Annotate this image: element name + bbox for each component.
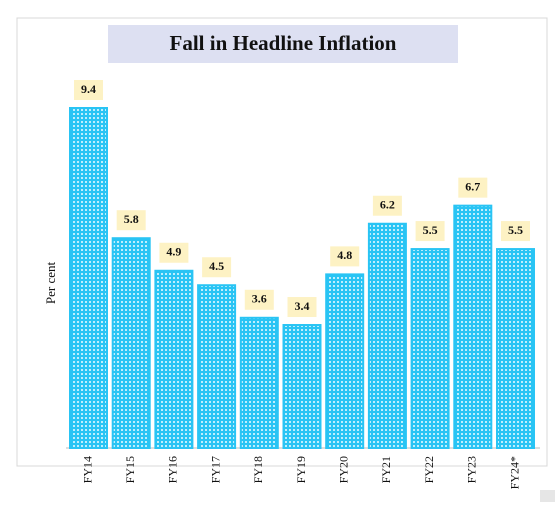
value-label: 9.4 — [81, 82, 96, 96]
value-label-box — [116, 210, 146, 231]
value-label-box — [501, 221, 530, 242]
x-tick-label: FY14 — [80, 456, 94, 483]
value-label: 4.8 — [337, 248, 352, 262]
bar — [410, 248, 450, 449]
bar — [453, 204, 493, 449]
bar — [496, 248, 535, 449]
title-box — [108, 25, 458, 63]
x-tick-label: FY17 — [208, 456, 222, 483]
x-tick-label: FY20 — [336, 456, 350, 483]
value-label: 4.9 — [166, 245, 181, 259]
value-label-box — [287, 297, 317, 318]
bar — [69, 107, 108, 449]
value-label: 5.5 — [508, 223, 523, 237]
bar — [111, 237, 151, 449]
value-label: 4.5 — [209, 259, 224, 273]
frame — [16, 17, 548, 467]
value-label: 6.7 — [465, 179, 480, 193]
bar — [239, 316, 279, 449]
x-tick-label: FY22 — [422, 456, 436, 483]
chart-title: Fall in Headline Inflation — [170, 31, 397, 55]
value-label-box — [372, 195, 402, 216]
value-label-box — [74, 80, 103, 100]
x-tick-label: FY18 — [251, 456, 265, 483]
value-label: 3.6 — [252, 292, 267, 306]
bar — [282, 324, 322, 449]
value-label-box — [415, 221, 445, 242]
value-label-box — [458, 177, 488, 198]
x-tick-label: FY21 — [379, 456, 393, 483]
bar — [197, 284, 237, 449]
x-tick-label: FY15 — [123, 456, 137, 483]
value-label-box — [159, 242, 189, 263]
value-label: 5.5 — [423, 223, 438, 237]
bar — [367, 222, 407, 449]
corner — [540, 490, 555, 502]
x-tick-label: FY23 — [465, 456, 479, 483]
value-label: 5.8 — [124, 212, 139, 226]
value-label-box — [330, 246, 360, 267]
bar — [325, 273, 365, 449]
value-label: 6.2 — [380, 197, 395, 211]
value-label-box — [202, 257, 232, 278]
bar — [154, 269, 194, 449]
y-axis-label: Per cent — [43, 261, 58, 304]
value-label: 3.4 — [295, 299, 310, 313]
x-tick-label: FY16 — [166, 456, 180, 483]
x-tick-label: FY24* — [507, 456, 521, 489]
x-tick-label: FY19 — [294, 456, 308, 483]
value-label-box — [244, 289, 274, 310]
